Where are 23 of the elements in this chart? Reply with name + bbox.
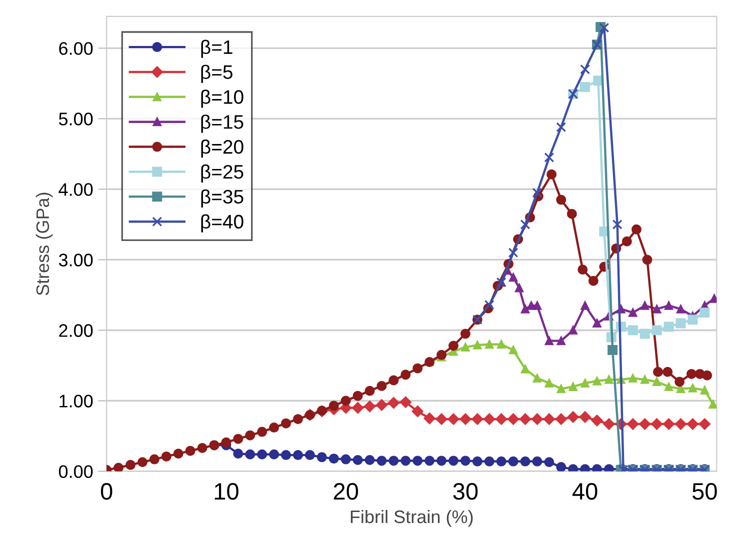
legend-label: β=10 — [201, 90, 244, 108]
y-tick-label: 4.00 — [58, 183, 93, 196]
x-tick-label: 50 — [692, 483, 717, 500]
x-tick-label: 10 — [214, 483, 238, 500]
legend-label: β=1 — [201, 40, 232, 58]
x-axis-title: Fibril Strain (%) — [350, 510, 473, 527]
x-tick-label: 20 — [334, 483, 358, 500]
y-tick-label: 2.00 — [59, 324, 93, 337]
legend-label: β=5 — [201, 64, 232, 83]
y-tick-label: 0.00 — [58, 465, 93, 478]
y-tick-label: 1.00 — [60, 394, 93, 408]
legend-label: β=40 — [201, 214, 244, 232]
x-tick-label: 40 — [572, 483, 598, 500]
y-tick-label: 6.00 — [59, 42, 93, 55]
y-axis-title: Stress (GPa) — [36, 192, 53, 296]
legend-label: β=25 — [201, 164, 244, 183]
x-tick-label: 0 — [100, 483, 112, 500]
x-tick-label: 30 — [453, 483, 478, 500]
y-tick-label: 3.00 — [58, 254, 93, 266]
y-tick-label: 5.00 — [58, 112, 93, 126]
legend-label: β=15 — [201, 114, 244, 133]
legend-label: β=35 — [201, 189, 244, 208]
legend-label: β=20 — [201, 140, 244, 158]
